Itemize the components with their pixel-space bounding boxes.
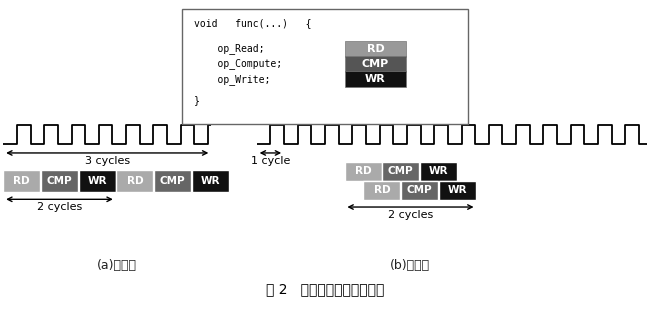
Text: RD: RD <box>14 176 30 186</box>
Bar <box>363 181 400 200</box>
Text: WR: WR <box>365 74 385 84</box>
Text: CMP: CMP <box>407 185 432 195</box>
Text: WR: WR <box>87 176 107 186</box>
Text: 2 cycles: 2 cycles <box>388 210 433 220</box>
Bar <box>3 170 40 192</box>
Text: 2 cycles: 2 cycles <box>37 202 82 212</box>
Bar <box>41 170 78 192</box>
Bar <box>116 170 153 192</box>
Bar <box>182 9 468 124</box>
Bar <box>344 41 406 57</box>
Text: RD: RD <box>127 176 143 186</box>
Bar <box>344 71 406 87</box>
Bar <box>439 181 476 200</box>
Bar <box>344 56 406 72</box>
Text: RD: RD <box>374 185 390 195</box>
Bar <box>420 162 457 181</box>
Text: WR: WR <box>429 166 448 176</box>
Bar <box>192 170 229 192</box>
Text: (a)优化前: (a)优化前 <box>97 259 137 272</box>
Text: void   func(...)   {: void func(...) { <box>194 18 311 28</box>
Text: }: } <box>194 95 200 105</box>
Text: WR: WR <box>447 185 467 195</box>
Text: RD: RD <box>367 44 384 54</box>
Text: 图 2   函数流水线优化示意图: 图 2 函数流水线优化示意图 <box>266 283 384 297</box>
Text: op_Write;: op_Write; <box>194 74 270 85</box>
Text: RD: RD <box>355 166 371 176</box>
Bar <box>382 162 419 181</box>
Text: CMP: CMP <box>160 176 185 186</box>
Bar <box>401 181 438 200</box>
Bar <box>154 170 191 192</box>
Bar <box>79 170 116 192</box>
Text: op_Compute;: op_Compute; <box>194 58 282 70</box>
Text: (b)优化后: (b)优化后 <box>389 259 430 272</box>
Text: op_Read;: op_Read; <box>194 43 264 54</box>
Bar <box>344 162 382 181</box>
Text: CMP: CMP <box>388 166 413 176</box>
Text: CMP: CMP <box>47 176 72 186</box>
Text: 3 cycles: 3 cycles <box>84 156 130 166</box>
Text: 1 cycle: 1 cycle <box>251 156 290 166</box>
Text: WR: WR <box>200 176 220 186</box>
Text: CMP: CMP <box>362 59 389 69</box>
